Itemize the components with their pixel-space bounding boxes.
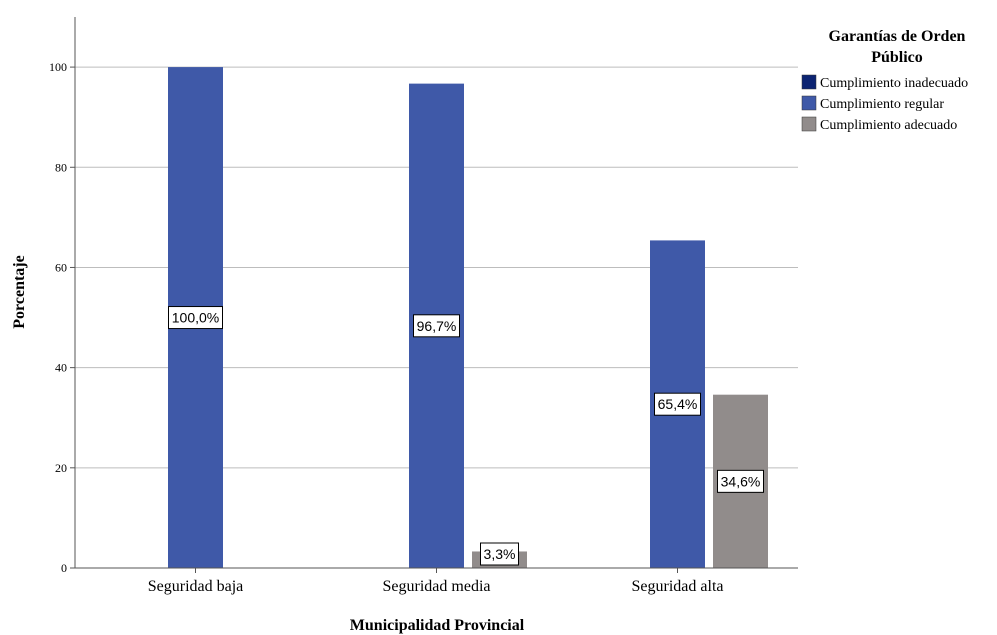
y-ticks: 0 20 40 60 80 100 [49,60,75,575]
x-tick-label: Seguridad baja [148,578,244,595]
legend-label: Cumplimiento adecuado [820,118,957,133]
x-ticks: Seguridad baja Seguridad media Seguridad a… [148,568,724,595]
data-label-box [168,306,223,330]
legend-swatch [801,74,817,90]
data-label: 65,4% [658,396,698,412]
legend-swatch [801,116,817,132]
data-label: 34,6% [721,473,761,489]
legend-items: Cumplimiento inadecuado Cumplimiento regu… [801,74,968,133]
legend-title-line2: Público [871,49,923,66]
y-tick-label: 60 [55,260,67,274]
legend-label: Cumplimiento inadecuado [820,76,968,91]
legend-title-line1: Garantías de Orden [829,28,966,45]
x-tick-label: Seguridad media [383,578,491,595]
x-tick-label: Seguridad alta [632,578,724,595]
y-tick-label: 20 [55,461,67,475]
bars-group [168,67,768,568]
y-tick-label: 0 [61,561,67,575]
data-label: 3,3% [484,546,516,562]
legend: Garantías de Orden Público Cumplimiento … [801,28,968,133]
data-label: 96,7% [417,318,457,334]
y-tick-label: 40 [55,361,67,375]
legend-swatch [801,95,817,111]
data-label: 100,0% [172,310,219,326]
data-label-box [654,392,701,416]
data-label-box [413,314,460,338]
data-label-box [717,469,764,493]
x-axis-title: Municipalidad Provincial [350,617,525,634]
legend-label: Cumplimiento regular [820,97,944,112]
data-labels: 100,0% 96,7% 3,3% 65,4% 34,6% [168,306,764,566]
data-label-box [480,542,519,566]
y-tick-label: 80 [55,160,67,174]
y-axis-title: Porcentaje [11,255,28,328]
y-tick-label: 100 [49,60,67,74]
